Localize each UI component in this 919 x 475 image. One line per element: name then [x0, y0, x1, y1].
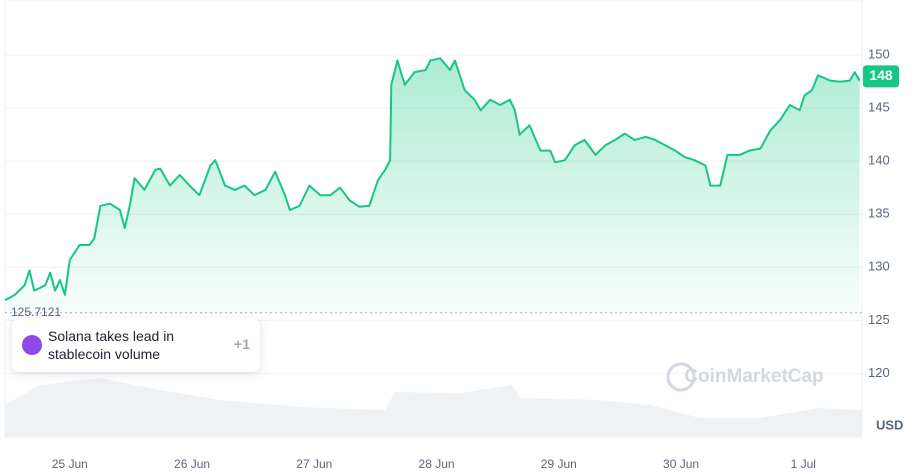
x-tick-label: 29 Jun: [541, 457, 577, 471]
baseline-label: 125.7121: [11, 305, 61, 319]
y-tick-label: 130: [868, 259, 890, 274]
x-tick-label: 28 Jun: [419, 457, 455, 471]
x-tick-label: 25 Jun: [52, 457, 88, 471]
currency-label: USD: [876, 417, 903, 432]
y-tick-label: 150: [868, 47, 890, 62]
y-tick-label: 145: [868, 100, 890, 115]
news-text: Solana takes lead in stablecoin volume: [48, 328, 175, 362]
watermark-logo: [666, 362, 696, 392]
y-tick-label: 135: [868, 206, 890, 221]
news-card[interactable]: Solana takes lead in stablecoin volume +…: [12, 318, 260, 372]
x-tick-label: 1 Jul: [791, 457, 816, 471]
x-tick-label: 27 Jun: [296, 457, 332, 471]
x-tick-label: 30 Jun: [663, 457, 699, 471]
volume-shade: [5, 378, 862, 437]
price-area: [5, 58, 860, 313]
price-badge-label: 148: [869, 67, 893, 83]
news-count: +1: [234, 336, 250, 352]
news-icon: [22, 335, 42, 355]
y-tick-label: 140: [868, 153, 890, 168]
price-badge: [863, 65, 899, 88]
x-tick-label: 26 Jun: [174, 457, 210, 471]
y-tick-label: 120: [868, 365, 890, 380]
y-tick-label: 125: [868, 312, 890, 327]
price-line: [4, 57, 861, 302]
watermark: CoinMarketCap: [684, 366, 823, 387]
